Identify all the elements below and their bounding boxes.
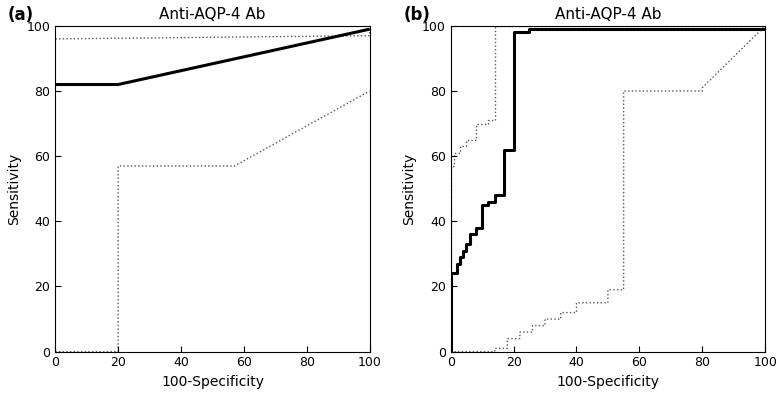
X-axis label: 100-Specificity: 100-Specificity bbox=[557, 375, 659, 389]
Title: Anti-AQP-4 Ab: Anti-AQP-4 Ab bbox=[159, 7, 266, 22]
Title: Anti-AQP-4 Ab: Anti-AQP-4 Ab bbox=[554, 7, 661, 22]
Text: (a): (a) bbox=[8, 6, 34, 24]
Y-axis label: Sensitivity: Sensitivity bbox=[402, 152, 416, 225]
X-axis label: 100-Specificity: 100-Specificity bbox=[161, 375, 264, 389]
Text: (b): (b) bbox=[404, 6, 430, 24]
Y-axis label: Sensitivity: Sensitivity bbox=[7, 152, 21, 225]
